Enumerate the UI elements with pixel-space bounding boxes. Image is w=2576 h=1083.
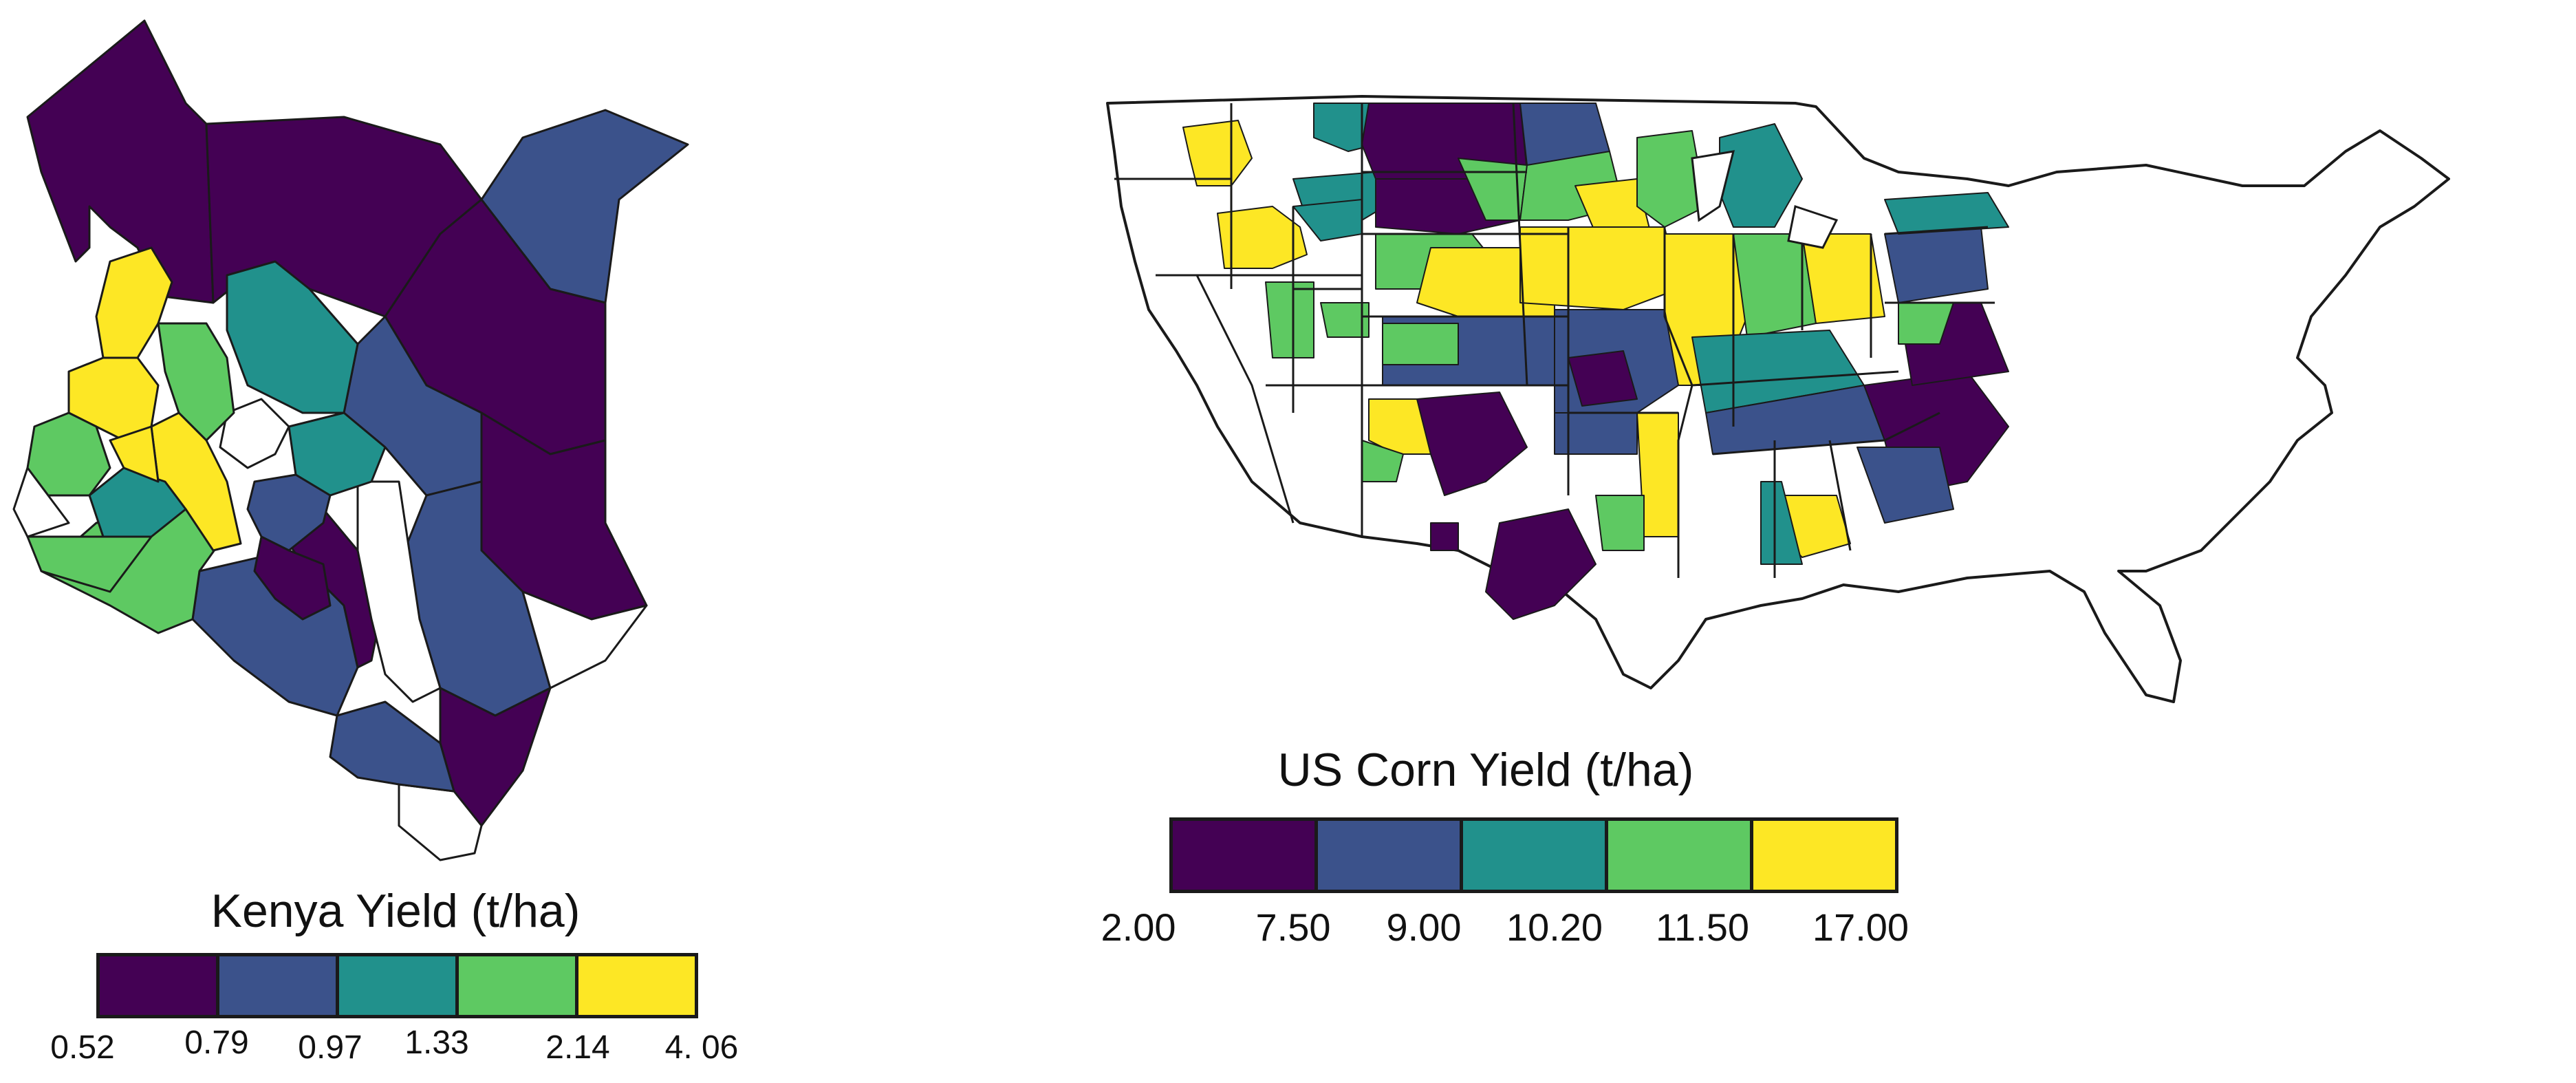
us-yield-region — [1884, 192, 2009, 235]
us-map — [1106, 95, 2450, 703]
kenya-legend-swatch-1 — [100, 956, 219, 1015]
kenya-legend-swatch-5 — [578, 956, 695, 1015]
us-legend-tick: 2.00 — [1101, 905, 1176, 949]
kenya-legend-tick: 0.97 — [298, 1029, 362, 1066]
us-yield-region — [1217, 206, 1308, 269]
us-yield-region — [1733, 233, 1817, 338]
kenya-region-lamu — [521, 590, 648, 689]
kenya-region-central — [246, 473, 332, 552]
kenya-legend-tick: 0.52 — [50, 1029, 115, 1066]
kenya-legend-bar — [96, 953, 698, 1018]
us-legend-swatch-1 — [1173, 821, 1318, 890]
kenya-map — [12, 19, 689, 861]
us-state-borders — [1114, 103, 1995, 578]
us-legend-tick: 11.50 — [1656, 905, 1749, 949]
kenya-region-elgeyo — [157, 322, 235, 442]
kenya-region-west-pokot — [95, 246, 173, 359]
us-legend-tick: 9.00 — [1386, 905, 1462, 949]
kenya-legend-tick: 1.33 — [404, 1025, 469, 1061]
us-legend-tick: 10.20 — [1506, 905, 1603, 949]
us-map-panel: US Corn Yield (t/ha) 2.00 7.50 9.00 10.2… — [1073, 0, 2576, 1083]
us-yield-region — [1857, 447, 1954, 524]
kenya-legend-swatch-3 — [339, 956, 459, 1015]
us-yield-region — [1636, 130, 1707, 228]
kenya-lake-victoria — [12, 467, 70, 538]
kenya-region-taita — [329, 700, 455, 793]
us-yield-region — [1320, 302, 1370, 338]
kenya-region-kericho — [109, 425, 160, 483]
us-yield-region — [1485, 508, 1597, 620]
us-yield-region — [1568, 350, 1638, 407]
kenya-region-nairobi — [253, 535, 332, 621]
kenya-region-turkana — [26, 19, 215, 304]
kenya-legend-swatch-4 — [459, 956, 578, 1015]
kenya-map-panel: Kenya Yield (t/ha) 0.52 0.79 0.97 1.33 2… — [0, 0, 757, 1083]
us-yield-region — [1265, 281, 1314, 358]
kenya-region-kisii — [26, 535, 153, 593]
us-great-lakes — [1691, 150, 1839, 249]
us-yield-region — [1382, 323, 1459, 365]
us-legend-tick: 17.00 — [1812, 905, 1909, 949]
kenya-region-kitui-gap — [356, 480, 442, 703]
us-yield-region — [1554, 412, 1638, 455]
kenya-legend-swatch-2 — [219, 956, 339, 1015]
kenya-legend-title: Kenya Yield (t/ha) — [210, 885, 581, 937]
kenya-legend-tick: 2.14 — [545, 1029, 610, 1066]
us-yield-region — [1519, 226, 1679, 310]
us-legend-tick: 7.50 — [1255, 905, 1331, 949]
kenya-legend-tick: 4. 06 — [664, 1029, 739, 1066]
us-legend-swatch-2 — [1318, 821, 1463, 890]
us-legend-bar — [1169, 817, 1898, 893]
us-legend-swatch-3 — [1463, 821, 1608, 890]
us-yield-region — [1430, 522, 1459, 551]
us-yield-region — [1595, 495, 1645, 551]
kenya-legend-tick: 0.79 — [184, 1025, 249, 1061]
us-yield-region — [1801, 233, 1885, 324]
kenya-region-baringo — [219, 398, 290, 469]
us-legend-swatch-5 — [1753, 821, 1895, 890]
us-yield-region — [1416, 392, 1528, 496]
us-legend-title: US Corn Yield (t/ha) — [1277, 744, 1694, 796]
us-yield-region — [1884, 226, 1989, 303]
us-legend-swatch-4 — [1608, 821, 1753, 890]
